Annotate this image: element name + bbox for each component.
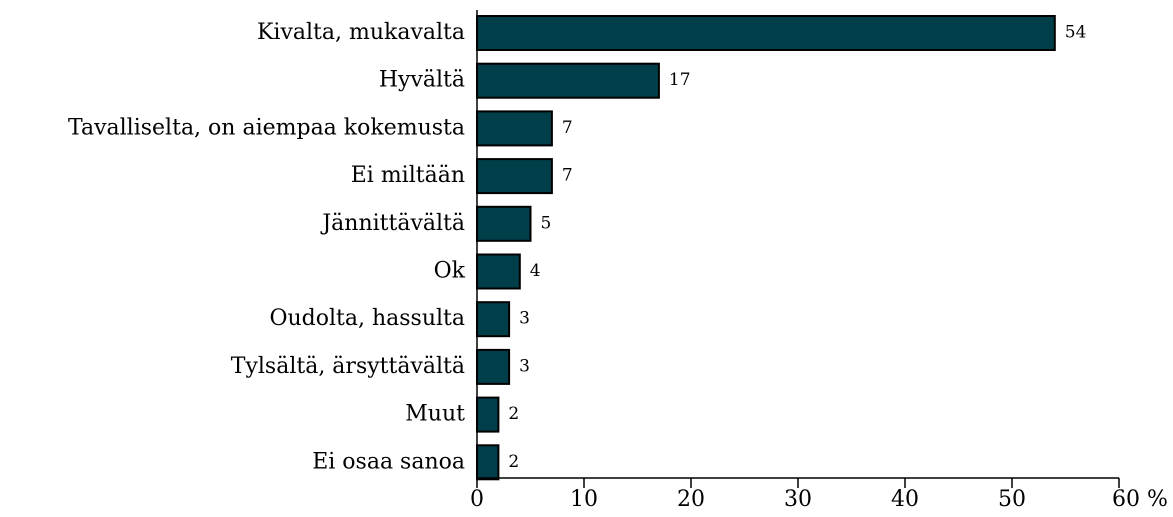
- bar: [476, 348, 511, 385]
- x-tick-label: 50: [998, 487, 1026, 512]
- value-label: 7: [562, 118, 573, 138]
- category-label: Muut: [405, 402, 465, 427]
- bar: [476, 444, 500, 481]
- category-label: Hyvältä: [379, 68, 465, 93]
- bar: [476, 110, 553, 147]
- bar: [476, 62, 660, 99]
- x-tick-label: 0: [470, 487, 484, 512]
- x-tick-label: 30: [784, 487, 812, 512]
- x-tick-label: 40: [891, 487, 919, 512]
- value-label: 54: [1065, 23, 1087, 43]
- category-label: Tavalliselta, on aiempaa kokemusta: [68, 115, 465, 140]
- bar: [476, 205, 532, 242]
- category-label: Kivalta, mukavalta: [257, 20, 465, 45]
- category-label: Jännittävältä: [320, 211, 465, 236]
- value-label: 5: [541, 213, 552, 233]
- bar: [476, 396, 500, 433]
- value-label: 2: [508, 452, 519, 472]
- value-label: 17: [669, 70, 691, 90]
- value-label: 3: [519, 309, 530, 329]
- x-tick-label: 20: [677, 487, 705, 512]
- category-label: Oudolta, hassulta: [269, 306, 465, 331]
- category-label: Ei miltään: [351, 163, 465, 188]
- value-label: 7: [562, 166, 573, 186]
- bar: [476, 301, 511, 338]
- bar: [476, 253, 521, 290]
- category-label: Ei osaa sanoa: [312, 449, 465, 474]
- value-label: 2: [508, 404, 519, 424]
- value-label: 3: [519, 356, 530, 376]
- category-label: Ok: [434, 259, 466, 284]
- bar: [476, 158, 553, 195]
- x-tick-label: 60 %: [1112, 487, 1168, 512]
- x-tick-label: 10: [570, 487, 598, 512]
- bar: [476, 15, 1056, 51]
- category-label: Tylsältä, ärsyttävältä: [231, 354, 465, 379]
- value-label: 4: [530, 261, 541, 281]
